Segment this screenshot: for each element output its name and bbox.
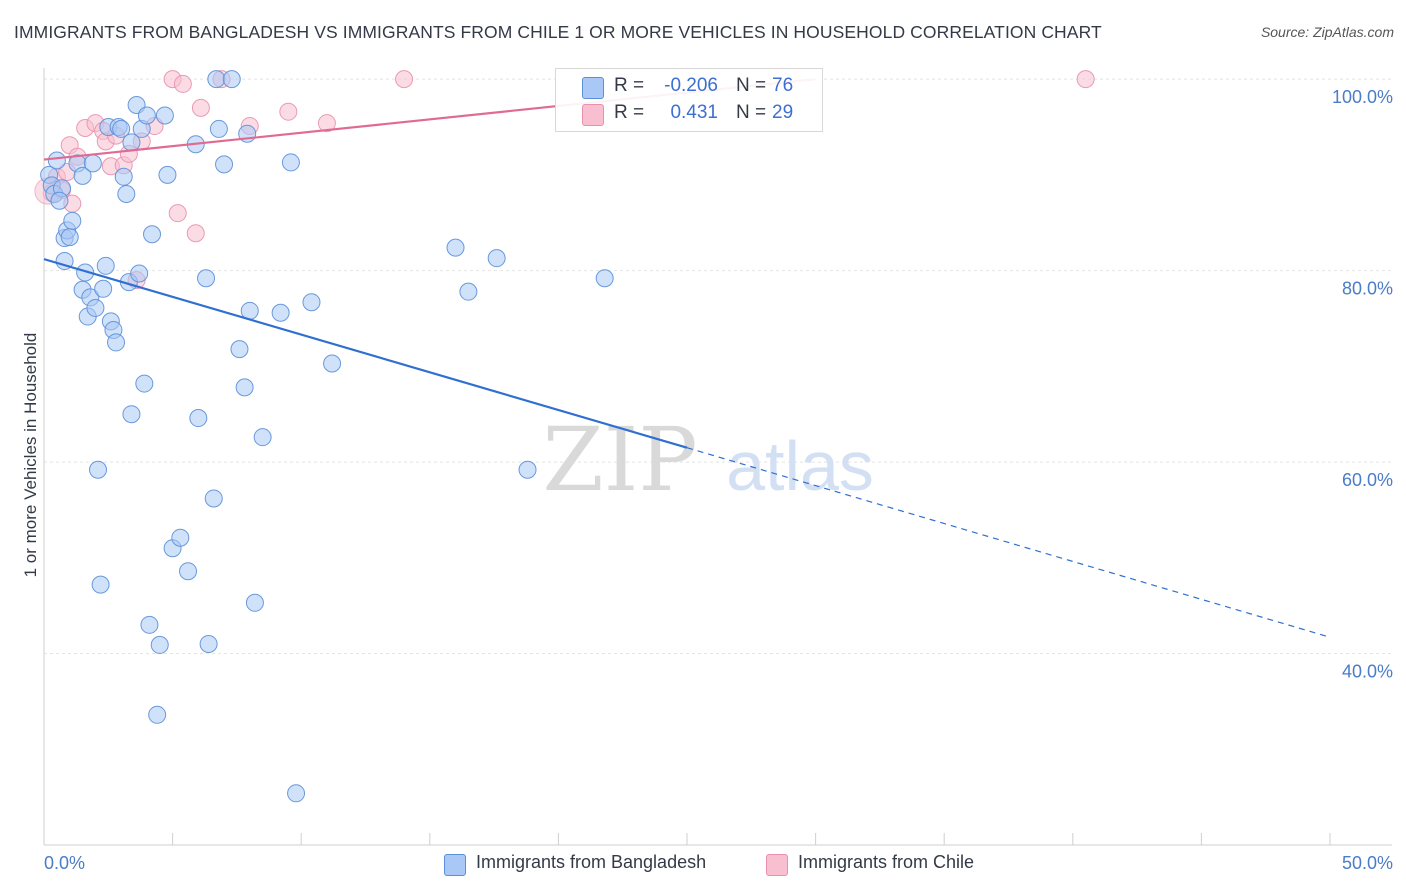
bangladesh-point [446, 238, 465, 257]
tick-labels: 100.0% 80.0% 60.0% 40.0% 0.0% 50.0% [44, 87, 1393, 873]
legend-row-chile: R = 0.431 N = 29 [556, 102, 822, 128]
chile-point [395, 70, 414, 89]
bangladesh-point [230, 340, 249, 359]
bangladesh-point [171, 528, 190, 547]
chart-title: IMMIGRANTS FROM BANGLADESH VS IMMIGRANTS… [14, 22, 1102, 42]
trendlines [43, 78, 1331, 638]
watermark-zip: ZIP [542, 408, 697, 511]
legend-r-value: -0.206 [664, 75, 718, 96]
chile-point [1076, 70, 1095, 89]
bangladesh-point [143, 225, 162, 244]
bangladesh-point [130, 264, 149, 283]
bottom-legend-swatch-chile [766, 854, 788, 876]
bangladesh-point [114, 167, 133, 186]
chile-point [279, 102, 298, 121]
chile-point [186, 224, 205, 243]
bangladesh-point [47, 151, 66, 170]
bangladesh-point [287, 784, 306, 803]
watermark-atlas: atlas [726, 427, 874, 505]
bangladesh-point [222, 70, 241, 89]
bangladesh-point [60, 228, 79, 247]
legend-swatch-bangladesh [582, 77, 604, 99]
bangladesh-point [86, 298, 105, 317]
bangladesh-point [117, 185, 136, 204]
stats-legend: R = -0.206 N = 76 R = 0.431 N = 29 [555, 68, 823, 132]
bangladesh-point [96, 256, 115, 275]
bangladesh-point [253, 428, 272, 447]
chile-point [191, 98, 210, 117]
bangladesh-point [140, 615, 159, 634]
y-axis-label: 1 or more Vehicles in Household [21, 333, 40, 578]
legend-swatch-chile [582, 104, 604, 126]
bangladesh-point [302, 293, 321, 312]
bangladesh-point [150, 635, 169, 654]
bottom-legend-label-chile: Immigrants from Chile [798, 852, 975, 872]
bangladesh-point [135, 374, 154, 393]
bangladesh-point [209, 119, 228, 138]
legend-n-label: N = [736, 75, 767, 96]
bangladesh-point [63, 211, 82, 230]
bangladesh-point [73, 166, 92, 185]
bangladesh-point [83, 154, 102, 173]
bangladesh-point [204, 489, 223, 508]
bangladesh-point [245, 593, 264, 612]
bangladesh-point [179, 562, 198, 581]
bangladesh-point [487, 249, 506, 268]
source-label: Source: ZipAtlas.com [1260, 24, 1394, 40]
bangladesh-point [148, 705, 167, 724]
bottom-legend-swatch-bangladesh [444, 854, 466, 876]
bangladesh-point [89, 460, 108, 479]
bangladesh-point [50, 191, 69, 210]
y-tick-label: 60.0% [1342, 470, 1393, 490]
gridlines [44, 78, 1392, 655]
bangladesh-point [155, 106, 174, 125]
legend-r-value: 0.431 [670, 102, 718, 123]
bangladesh-trendline-extension [686, 447, 1331, 638]
legend-n-value: 76 [772, 75, 794, 96]
chile-point [168, 204, 187, 223]
bangladesh-point [94, 279, 113, 298]
bangladesh-point [271, 303, 290, 322]
axes [43, 68, 1392, 846]
y-tick-label: 100.0% [1332, 87, 1393, 107]
bangladesh-point [281, 153, 300, 172]
bangladesh-point [207, 70, 226, 89]
bangladesh-point [323, 354, 342, 373]
legend-n-label: N = [736, 102, 767, 123]
bangladesh-point [197, 269, 216, 288]
bangladesh-point [215, 155, 234, 174]
bangladesh-point [91, 575, 110, 594]
x-tick-label: 0.0% [44, 853, 85, 873]
chile-point [173, 74, 192, 93]
bangladesh-point [595, 269, 614, 288]
bangladesh-point [518, 460, 537, 479]
y-tick-label: 80.0% [1342, 279, 1393, 299]
bangladesh-point [158, 165, 177, 184]
x-tick-label: 50.0% [1342, 853, 1393, 873]
chile-point [317, 114, 336, 133]
series-bangladesh-points [40, 70, 614, 803]
bangladesh-point [189, 409, 208, 428]
legend-row-bangladesh: R = -0.206 N = 76 [556, 75, 822, 101]
bottom-legend-label-bangladesh: Immigrants from Bangladesh [476, 852, 707, 872]
bangladesh-point [137, 106, 156, 125]
bangladesh-point [459, 282, 478, 301]
bangladesh-trendline [43, 258, 688, 449]
bangladesh-point [112, 119, 131, 138]
bangladesh-point [122, 405, 141, 424]
bangladesh-point [107, 333, 126, 352]
legend-n-value: 29 [772, 102, 794, 123]
y-tick-label: 40.0% [1342, 662, 1393, 682]
legend-r-label: R = [614, 75, 645, 96]
bangladesh-point [235, 378, 254, 397]
bangladesh-point [76, 263, 95, 282]
bangladesh-point [199, 634, 218, 653]
legend-r-label: R = [614, 102, 645, 123]
